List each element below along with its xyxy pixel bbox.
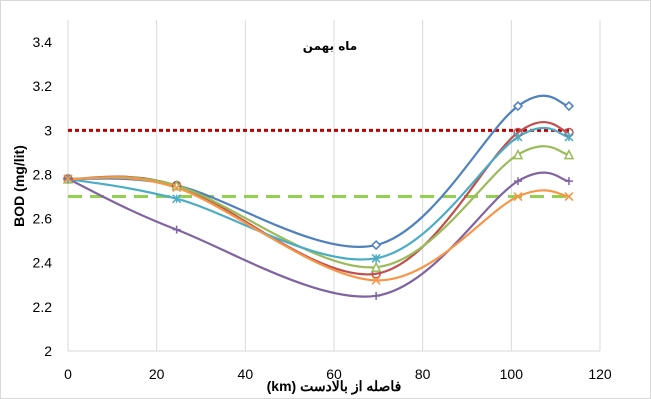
series-3-point-4: [512, 148, 524, 160]
y-tick-labels: 2 2.2 2.4 2.6 2.8 3 3.2 3.4: [33, 34, 53, 359]
series-6-point-4: [513, 192, 523, 202]
y-tick-2.2: 2.2: [33, 299, 53, 315]
series-1-point-5: [563, 100, 575, 112]
y-tick-2.8: 2.8: [33, 166, 53, 182]
series-5-point-3: [371, 253, 381, 263]
series-6-point-5: [564, 192, 574, 202]
series-3-point-5: [563, 148, 575, 160]
x-tick-40: 40: [238, 366, 254, 382]
series-4-point-5: [564, 177, 573, 186]
y-tick-2.6: 2.6: [33, 211, 53, 227]
y-tick-3.4: 3.4: [33, 34, 53, 50]
series-4-point-3: [372, 291, 381, 300]
reference-lines: [68, 128, 569, 199]
series-5-point-5: [564, 132, 574, 142]
series-6-point-1: [63, 174, 73, 184]
x-tick-100: 100: [500, 366, 524, 382]
series-4-point-4: [513, 177, 522, 186]
y-axis-label: BOD (mg/lit): [11, 145, 27, 227]
series-6-point-3: [371, 275, 381, 285]
y-tick-3.2: 3.2: [33, 78, 53, 94]
series-line-1: [67, 94, 570, 248]
grid-lines: [67, 20, 601, 352]
y-tick-3: 3: [44, 122, 52, 138]
series-5-point-2: [172, 194, 182, 204]
chart-title: ماه بهمن: [303, 39, 357, 53]
series-5-point-4: [513, 132, 523, 142]
y-tick-2.4: 2.4: [33, 255, 53, 271]
y-tick-2: 2: [44, 343, 52, 359]
series-1-point-4: [512, 100, 524, 112]
x-tick-20: 20: [149, 366, 165, 382]
x-tick-labels: 0 20 40 60 80 100 120: [64, 366, 612, 382]
x-axis-label: فاصله از بالادست (km): [267, 378, 402, 395]
series-4-point-2: [172, 225, 181, 234]
series-line-6: [67, 176, 570, 282]
series-1-point-3: [371, 240, 382, 251]
series-3-point-3: [370, 261, 382, 272]
series-6-point-2: [172, 183, 182, 193]
series-line-3: [67, 145, 570, 269]
series-markers: [62, 100, 575, 300]
series-line-2: [67, 120, 570, 276]
x-tick-80: 80: [415, 366, 431, 382]
x-tick-60: 60: [326, 366, 342, 382]
x-tick-0: 0: [64, 366, 72, 382]
x-tick-120: 120: [588, 366, 612, 382]
